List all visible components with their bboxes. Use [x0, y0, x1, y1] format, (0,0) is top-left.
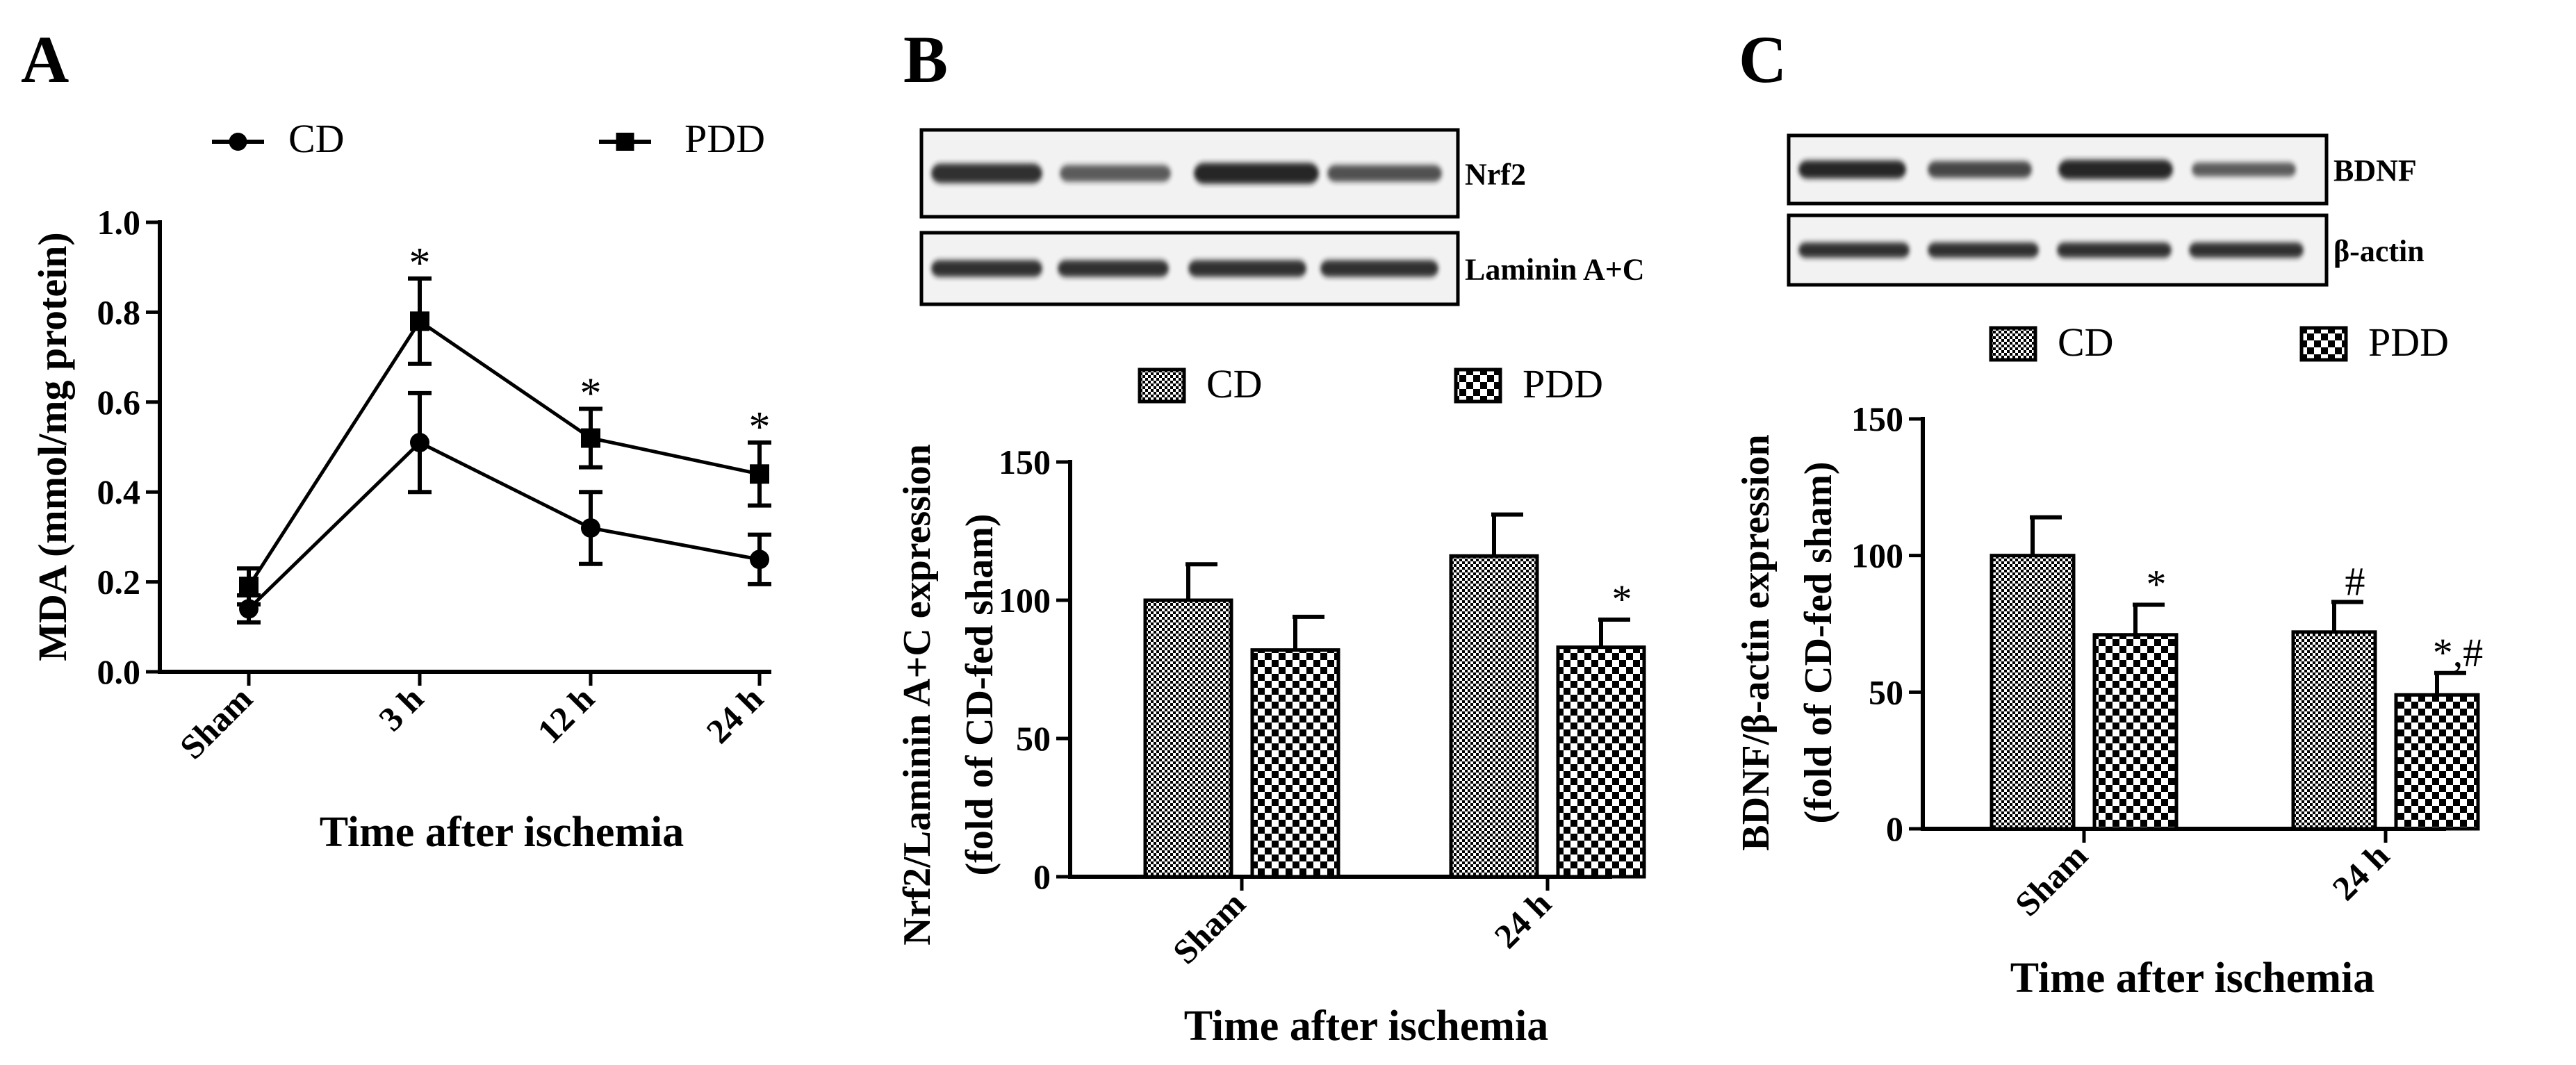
bar-cd: [1990, 554, 2076, 831]
series-line-cd: [247, 440, 760, 611]
y-axis-title-line: (fold of CD-fed sham): [1797, 461, 1840, 823]
bar-cd: [1143, 598, 1233, 879]
y-tick-label: 50: [1869, 672, 1903, 711]
bar-cd: [2291, 630, 2377, 831]
blot-band: [1194, 163, 1319, 184]
y-tick-label: 0.4: [97, 472, 141, 511]
y-tick-label: 100: [1851, 536, 1903, 575]
y-tick-label: 0.0: [97, 652, 141, 691]
y-tick-label: 0.8: [97, 292, 141, 331]
bar-pdd: [2092, 633, 2179, 831]
point-pdd: [750, 464, 769, 484]
blot-label: BDNF: [2333, 154, 2417, 188]
legend-swatch-pdd: [1454, 368, 1502, 404]
series-line-pdd: [247, 318, 760, 588]
legend-label-pdd: PDD: [1523, 361, 1603, 406]
bar-pdd: [1250, 648, 1340, 879]
y-tick-label: 150: [1851, 399, 1903, 438]
y-tick-label: 0.2: [97, 563, 141, 602]
significance-marker: *: [1612, 577, 1632, 622]
blot-band: [2058, 160, 2173, 179]
legend-swatch-cd: [1138, 368, 1186, 404]
point-cd: [410, 433, 429, 453]
blot-band: [1058, 260, 1169, 277]
significance-marker: *,#: [2433, 630, 2484, 675]
legend-marker-pdd: [616, 133, 634, 151]
significance-marker: #: [2345, 559, 2365, 604]
point-pdd: [581, 428, 600, 448]
y-tick-label: 0.6: [97, 383, 141, 422]
y-tick-label: 100: [999, 581, 1051, 620]
significance-marker: *: [409, 240, 431, 287]
blot-band: [931, 163, 1042, 183]
blot-band: [1798, 160, 1906, 179]
blot-label: Laminin A+C: [1465, 253, 1645, 287]
blot-band: [1060, 165, 1171, 182]
y-tick-label: 150: [999, 443, 1051, 481]
blot-band: [931, 260, 1042, 277]
y-axis-title-line: BDNF/β-actin expression: [1734, 434, 1778, 850]
significance-marker: *: [749, 404, 771, 451]
point-cd: [750, 550, 769, 570]
blot-band: [1188, 260, 1306, 277]
blot-label: β-actin: [2333, 234, 2425, 268]
legend-label-cd: CD: [2058, 320, 2114, 365]
legend-label-cd: CD: [1206, 361, 1263, 406]
significance-marker: *: [2147, 561, 2167, 606]
y-axis-title: MDA (mmol/mg protein): [30, 232, 75, 661]
significance-marker: *: [580, 370, 602, 418]
x-axis-title: Time after ischemia: [1184, 1002, 1549, 1050]
panel-letter: C: [1739, 22, 1787, 97]
blot-band: [1798, 242, 1910, 258]
point-pdd: [410, 311, 429, 331]
y-axis-title-line: Nrf2/Laminin A+C expression: [896, 444, 939, 946]
point-cd: [581, 518, 600, 538]
bar-cd: [1449, 554, 1539, 879]
point-pdd: [239, 577, 259, 597]
y-tick-label: 50: [1016, 719, 1051, 758]
y-tick-label: 0: [1033, 857, 1051, 896]
blot-band: [2189, 242, 2304, 258]
blot-label: Nrf2: [1465, 158, 1526, 192]
legend-swatch-pdd: [2299, 326, 2348, 362]
blot-band: [1327, 165, 1442, 182]
y-tick-label: 0: [1886, 809, 1903, 848]
legend-swatch-cd: [1989, 326, 2037, 362]
blot-band: [1928, 242, 2039, 258]
blot-band: [2057, 242, 2172, 258]
y-axis-title-line: (fold of CD-fed sham): [958, 513, 1001, 875]
blot-band: [1928, 161, 2032, 178]
bar-pdd: [1556, 645, 1646, 879]
legend-label-pdd: PDD: [2368, 320, 2449, 365]
x-axis-title: Time after ischemia: [320, 809, 684, 856]
legend-label-pdd: PDD: [684, 116, 765, 161]
panel-letter: B: [903, 22, 948, 97]
bar-pdd: [2394, 693, 2480, 831]
blot-band: [1320, 260, 1438, 277]
legend-label-cd: CD: [288, 116, 345, 161]
panel-letter: A: [21, 22, 69, 97]
y-tick-label: 1.0: [97, 203, 141, 242]
x-axis-title: Time after ischemia: [2010, 955, 2375, 1002]
legend-marker-cd: [229, 133, 247, 151]
blot-band: [2192, 163, 2296, 176]
